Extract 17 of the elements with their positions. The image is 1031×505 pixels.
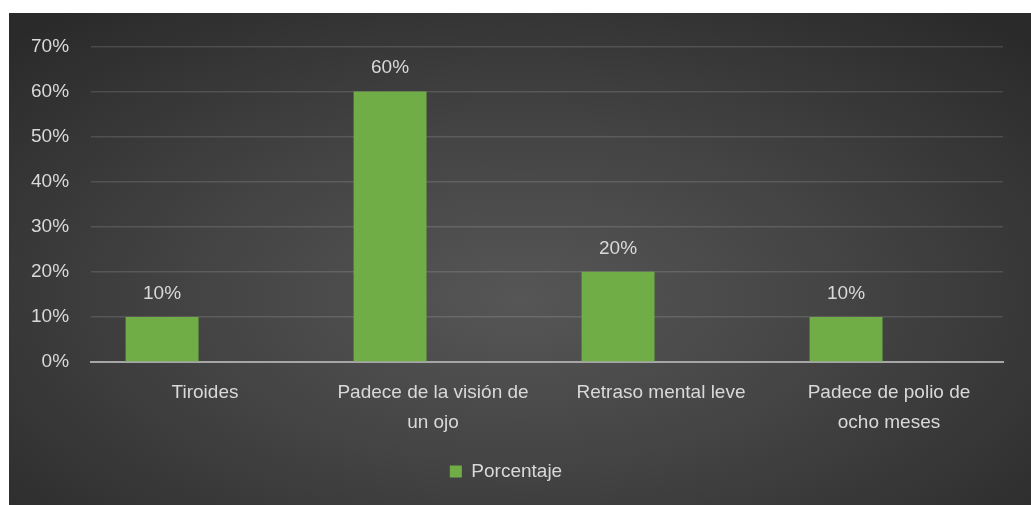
y-tick-label: 40%: [31, 169, 70, 191]
data-label: 10%: [827, 281, 866, 303]
y-tick-label: 60%: [31, 79, 70, 101]
x-tick-label: Retraso mental leve: [576, 381, 746, 403]
y-tick-label: 30%: [31, 214, 70, 236]
y-tick-label: 50%: [31, 124, 70, 146]
y-tick-label: 0%: [41, 350, 70, 372]
y-tick-label: 10%: [31, 305, 70, 327]
y-tick-label: 70%: [31, 34, 70, 56]
y-tick-label: 20%: [31, 260, 70, 282]
data-label: 60%: [371, 56, 410, 78]
x-tick-label: Padece de la visión de un ojo: [337, 381, 529, 433]
x-tick-label: Padece de polio de ocho meses: [807, 381, 971, 433]
legend-label: Porcentaje: [471, 459, 563, 481]
data-label: 10%: [143, 281, 182, 303]
data-label: 20%: [599, 236, 638, 258]
x-tick-label: Tiroides: [171, 381, 239, 403]
